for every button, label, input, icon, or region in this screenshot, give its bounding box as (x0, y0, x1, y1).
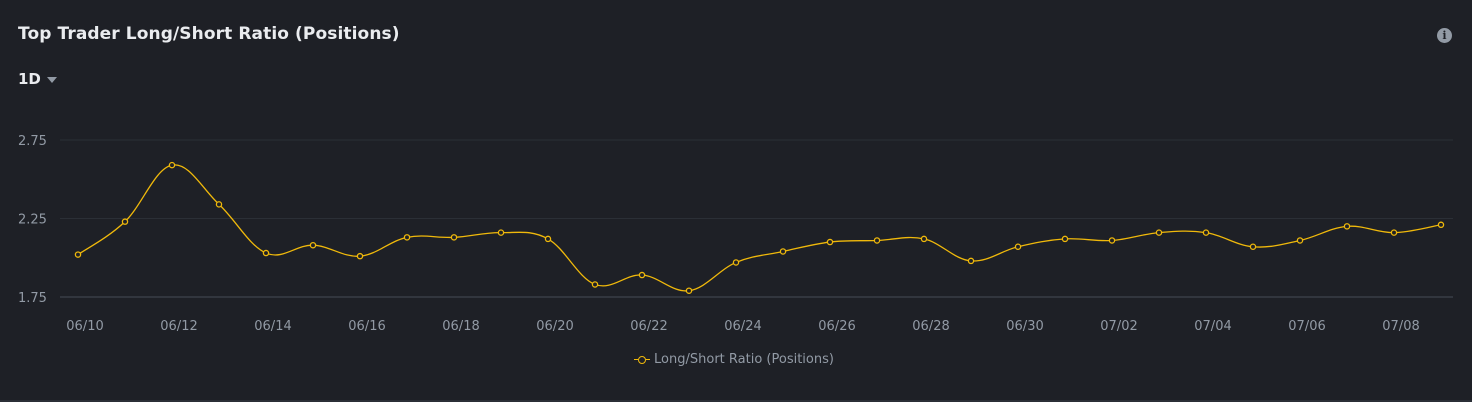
y-tick-label: 2.25 (18, 213, 47, 228)
data-point[interactable] (262, 249, 270, 257)
data-point[interactable] (1155, 229, 1163, 236)
data-point[interactable] (1014, 243, 1022, 251)
caret-down-icon (46, 77, 57, 83)
data-point[interactable] (1249, 243, 1257, 251)
data-point[interactable] (685, 287, 693, 294)
legend-label: Long/Short Ratio (Positions) (654, 352, 834, 367)
data-point[interactable] (732, 259, 740, 266)
data-point[interactable] (1437, 221, 1445, 229)
data-point[interactable] (497, 229, 505, 236)
x-tick-label: 06/30 (1006, 319, 1043, 334)
data-point[interactable] (1343, 223, 1351, 230)
x-tick-label: 06/26 (818, 319, 855, 334)
data-point[interactable] (826, 238, 834, 246)
data-point[interactable] (168, 161, 176, 169)
data-point[interactable] (638, 271, 646, 279)
period-selector[interactable]: 1D (18, 70, 57, 88)
series-line (77, 164, 1442, 292)
legend[interactable]: Long/Short Ratio (Positions) (0, 352, 1472, 367)
chart-title: Top Trader Long/Short Ratio (Positions) (18, 24, 400, 44)
x-tick-label: 06/16 (348, 319, 385, 334)
data-point[interactable] (356, 252, 364, 260)
x-tick-label: 06/18 (442, 319, 479, 334)
x-tick-label: 07/06 (1288, 319, 1325, 334)
data-point[interactable] (450, 234, 458, 241)
grid (60, 139, 1453, 298)
data-point[interactable] (215, 201, 223, 208)
legend-marker-icon (634, 355, 651, 364)
data-point[interactable] (1061, 235, 1069, 243)
x-tick-label: 06/10 (66, 319, 103, 334)
period-label: 1D (18, 70, 41, 88)
x-tick-label: 06/20 (536, 319, 573, 334)
data-points (74, 161, 1445, 294)
y-tick-label: 1.75 (18, 291, 47, 306)
data-point[interactable] (121, 218, 129, 225)
x-tick-label: 07/08 (1382, 319, 1419, 334)
x-tick-label: 07/04 (1194, 319, 1231, 334)
x-axis-tick-labels: 06/10 06/12 06/14 06/16 06/18 06/20 06/22 06/24… (66, 319, 1419, 334)
data-point[interactable] (873, 237, 881, 244)
y-axis-tick-labels: 1.75 2.25 2.75 (18, 134, 47, 306)
data-point[interactable] (920, 235, 928, 243)
data-point[interactable] (403, 234, 411, 241)
y-tick-label: 2.75 (18, 134, 47, 149)
data-point[interactable] (544, 235, 552, 243)
bottom-divider (0, 400, 1472, 402)
x-tick-label: 06/22 (630, 319, 667, 334)
data-point[interactable] (74, 251, 82, 258)
line-chart: 1.752.252.75 06/10 06/12 06/14 06/16 06/18 06… (18, 134, 1453, 334)
data-point[interactable] (1202, 229, 1210, 236)
info-icon[interactable]: i (1437, 28, 1452, 43)
data-point[interactable] (591, 281, 599, 288)
x-tick-label: 06/12 (160, 319, 197, 334)
data-point[interactable] (309, 241, 317, 249)
data-point[interactable] (1108, 237, 1116, 244)
x-tick-label: 07/02 (1100, 319, 1137, 334)
x-tick-label: 06/28 (912, 319, 949, 334)
data-point[interactable] (779, 248, 787, 255)
data-point[interactable] (1296, 237, 1304, 244)
x-tick-label: 06/24 (724, 319, 761, 334)
x-tick-label: 06/14 (254, 319, 291, 334)
data-point[interactable] (1390, 229, 1398, 236)
data-point[interactable] (967, 257, 975, 265)
